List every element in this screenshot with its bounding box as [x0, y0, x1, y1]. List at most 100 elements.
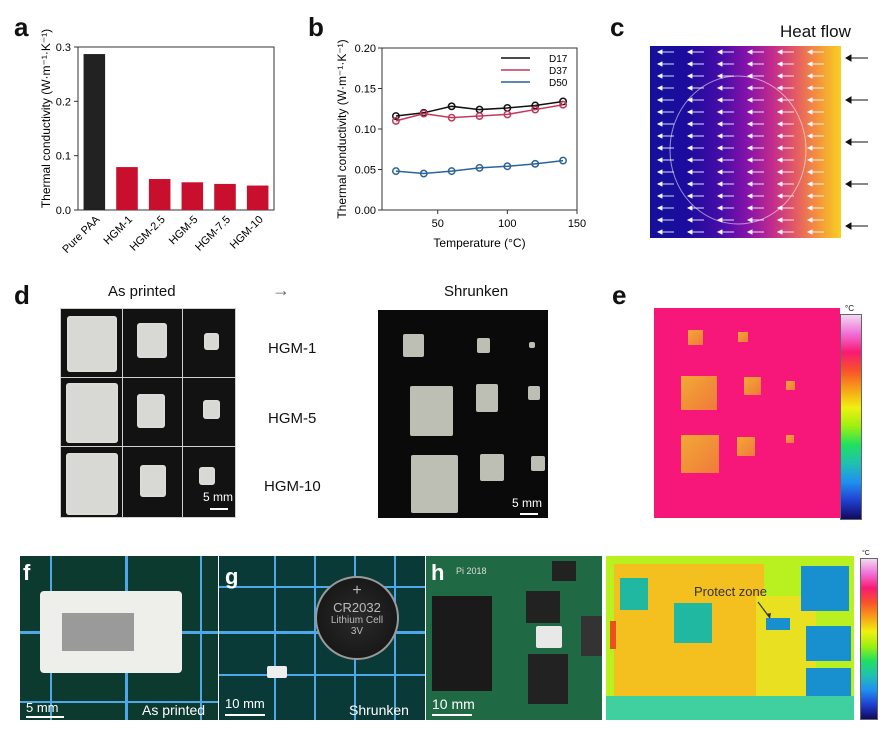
- flow-arrowhead: [656, 97, 663, 103]
- flow-arrowhead: [776, 193, 783, 199]
- flow-arrowhead: [716, 133, 723, 139]
- flow-arrowhead: [746, 133, 753, 139]
- flow-arrowhead: [776, 121, 783, 127]
- flow-arrowhead: [686, 205, 693, 211]
- flow-arrowhead: [746, 85, 753, 91]
- flow-arrowhead: [746, 109, 753, 115]
- flow-arrowhead: [806, 157, 813, 163]
- bar: [83, 54, 106, 211]
- flow-arrowhead: [656, 109, 663, 115]
- legend-label: D50: [549, 78, 568, 89]
- flow-arrowhead: [686, 181, 693, 187]
- row-label-hgm-10: HGM-10: [264, 478, 321, 495]
- y-tick-label: 0.2: [56, 96, 71, 108]
- scale-label-as-printed: 5 mm: [203, 490, 233, 504]
- flow-arrowhead: [776, 217, 783, 223]
- flow-arrowhead: [806, 133, 813, 139]
- flow-arrowhead: [686, 61, 693, 67]
- flow-arrowhead: [686, 169, 693, 175]
- data-point: [503, 110, 512, 119]
- flow-arrowhead: [746, 145, 753, 151]
- flow-arrowhead: [806, 145, 813, 151]
- flow-arrowhead: [716, 145, 723, 151]
- photo-f: f 5 mm As printed: [20, 556, 218, 720]
- flow-arrowhead: [686, 229, 693, 235]
- data-point: [447, 113, 456, 122]
- y-axis-label: Thermal conductivity (W·m⁻¹·K⁻¹): [335, 39, 349, 218]
- shrunken-photo: 5 mm: [378, 310, 548, 518]
- scale-bar: [225, 714, 265, 716]
- flow-arrowhead: [776, 73, 783, 79]
- x-tick-label: HGM-2.5: [128, 214, 168, 254]
- shrunken-title: Shrunken: [444, 283, 509, 300]
- flow-arrowhead: [746, 217, 753, 223]
- flow-arrowhead: [716, 73, 723, 79]
- flow-arrowhead: [656, 169, 663, 175]
- shrunken-sample: [267, 666, 287, 678]
- series-line-d50: [395, 159, 564, 175]
- flow-arrowhead: [716, 217, 723, 223]
- flow-arrowhead: [716, 109, 723, 115]
- plot-frame: [77, 46, 275, 211]
- y-axis-label: Thermal conductivity (W·m⁻¹·K⁻¹): [39, 29, 53, 208]
- flow-arrowhead: [806, 121, 813, 127]
- caption-f: As printed: [142, 702, 206, 718]
- flow-arrowhead: [686, 85, 693, 91]
- flow-arrowhead: [716, 85, 723, 91]
- y-tick-label: 0.10: [355, 124, 376, 136]
- flow-arrowhead: [776, 157, 783, 163]
- flow-arrowhead: [746, 169, 753, 175]
- colorbar-unit-i: °C: [862, 550, 870, 557]
- x-tick-label: 150: [568, 218, 586, 230]
- flow-arrowhead: [806, 181, 813, 187]
- photo-g: + CR2032 Lithium Cell 3V g 10 mm Shrunke…: [219, 556, 425, 720]
- x-axis-label: Temperature (°C): [433, 236, 525, 250]
- scale-bar: [210, 508, 228, 510]
- flow-arrowhead: [806, 49, 813, 55]
- flow-arrowhead: [716, 205, 723, 211]
- flow-arrowhead: [806, 217, 813, 223]
- flow-arrowhead: [716, 121, 723, 127]
- data-point: [447, 102, 456, 111]
- colorbar-unit-e: °C: [845, 304, 854, 313]
- flow-arrowhead: [656, 85, 663, 91]
- arrow-right-icon: →: [272, 280, 290, 300]
- flow-arrowhead: [716, 181, 723, 187]
- battery-type: Lithium Cell: [330, 615, 384, 626]
- flow-arrowhead: [716, 157, 723, 163]
- flow-arrowhead: [806, 85, 813, 91]
- flow-arrowhead: [686, 193, 693, 199]
- flow-arrowhead: [686, 157, 693, 163]
- flow-arrowhead: [656, 73, 663, 79]
- data-point: [531, 101, 540, 110]
- flow-arrowhead: [746, 97, 753, 103]
- battery-model: CR2032: [333, 600, 381, 615]
- panel-label-g: g: [225, 564, 239, 589]
- thermal-image-e: [654, 308, 840, 518]
- flow-arrowhead: [806, 205, 813, 211]
- flow-arrowhead: [746, 61, 753, 67]
- flow-arrowhead: [686, 145, 693, 151]
- panel-label-c: c: [610, 12, 625, 42]
- bar: [116, 167, 138, 210]
- flow-arrowhead: [806, 97, 813, 103]
- heat-flow-arrowhead: [845, 180, 852, 188]
- flow-arrowhead: [776, 85, 783, 91]
- y-tick-label: 0.1: [56, 151, 71, 163]
- flow-arrowhead: [656, 181, 663, 187]
- protect-zone: [766, 618, 790, 630]
- plot-frame: [381, 47, 578, 211]
- data-point: [559, 100, 568, 109]
- data-point: [419, 169, 428, 178]
- flow-arrowhead: [716, 97, 723, 103]
- flow-arrowhead: [656, 229, 663, 235]
- thermal-image-i: Protect zone: [606, 556, 854, 720]
- heat-flow-arrowhead: [845, 138, 852, 146]
- x-tick-label: 100: [498, 218, 516, 230]
- series-line-d17: [395, 100, 564, 117]
- series-line-d37: [395, 103, 564, 122]
- flow-arrowhead: [716, 229, 723, 235]
- flow-arrowhead: [656, 205, 663, 211]
- scale-label-shrunken: 5 mm: [512, 496, 542, 510]
- data-point: [391, 167, 400, 176]
